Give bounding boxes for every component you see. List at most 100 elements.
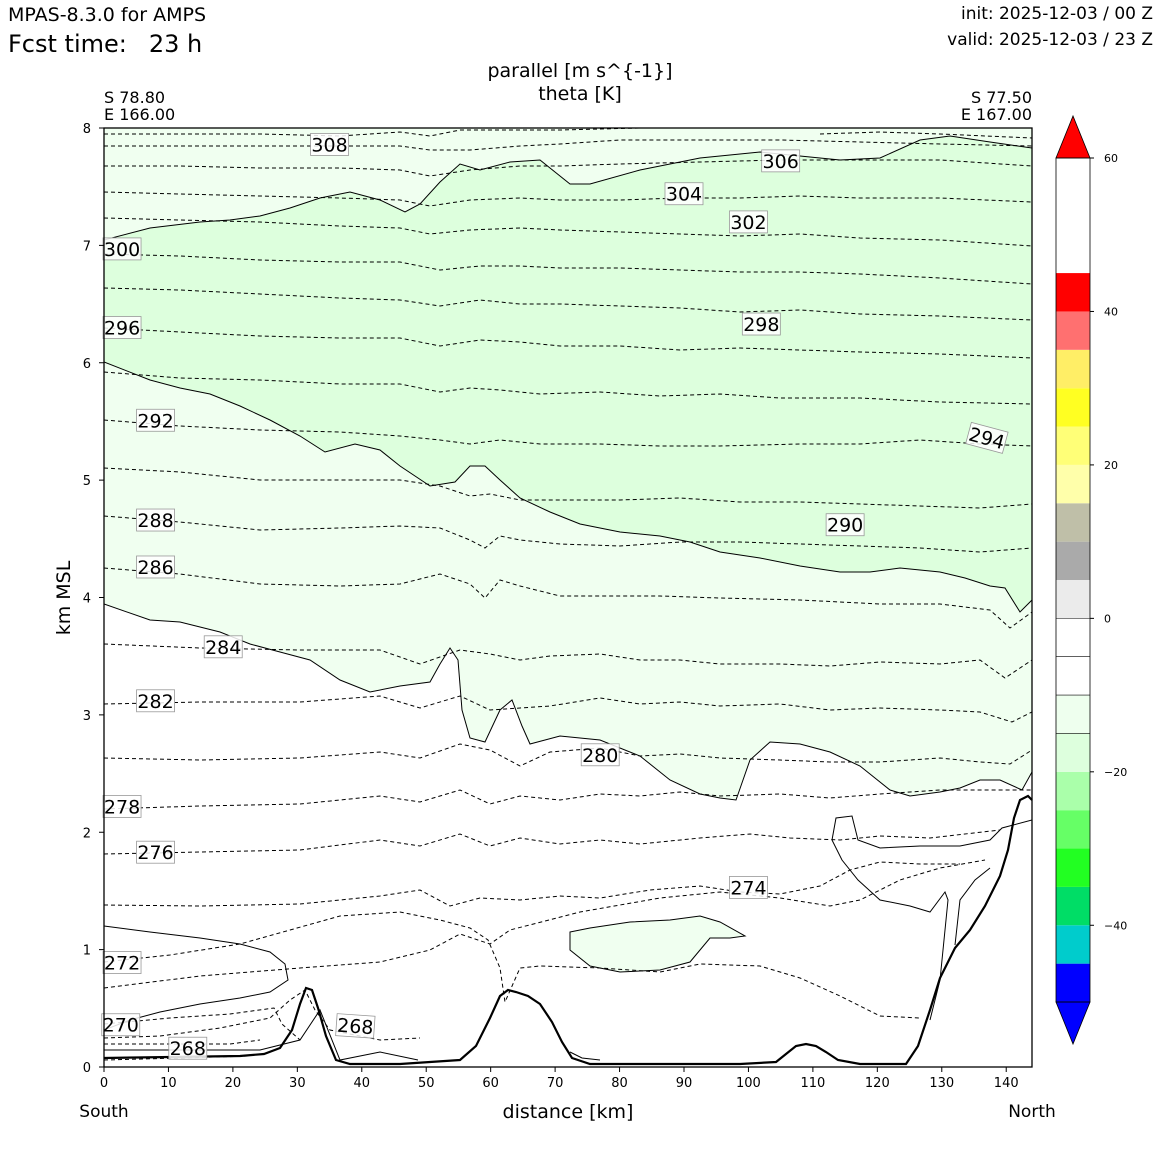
- wind-fill-layer: [104, 128, 1032, 972]
- theta-label-box: [729, 876, 768, 899]
- theta-contour-line: [104, 419, 1032, 447]
- theta-label-text: 268: [170, 1038, 206, 1060]
- x-tick-label: 10: [160, 1076, 177, 1091]
- y-tick-label: 3: [83, 709, 91, 724]
- theta-label-text: 286: [137, 557, 173, 579]
- y-tick-label: 5: [83, 474, 91, 489]
- theta-label-box: [101, 1013, 141, 1037]
- theta-contour-line: [104, 1007, 301, 1041]
- theta-label-268: 268: [168, 1036, 208, 1060]
- theta-label-304: 304: [664, 182, 704, 206]
- wind-contour-line: [831, 815, 1032, 849]
- wind-contour-line: [569, 1051, 601, 1061]
- theta-contour-line: [104, 159, 1032, 177]
- colorbar-tick-label: 60: [1104, 152, 1118, 165]
- theta-label-300: 300: [102, 237, 142, 261]
- y-tick-label: 2: [83, 826, 91, 841]
- theta-label-274: 274: [729, 876, 768, 899]
- theta-label-box: [761, 149, 801, 173]
- x-axis-label: distance [km]: [503, 1101, 634, 1123]
- theta-label-box: [729, 210, 768, 234]
- wind-fill-blob: [570, 916, 745, 972]
- theta-label-text: 274: [730, 877, 766, 899]
- end-latitude: S 77.50: [970, 88, 1032, 107]
- colorbar-box: [1056, 733, 1090, 772]
- colorbar-frame: [1055, 157, 1091, 1003]
- theta-label-box: [102, 795, 142, 818]
- theta-contour-line: [104, 253, 1032, 285]
- x-tick-label: 50: [418, 1076, 435, 1091]
- chart-title: parallel [m s^{-1}]: [487, 60, 673, 82]
- theta-label-text: 296: [104, 318, 140, 340]
- colorbar-box: [1056, 311, 1090, 350]
- y-tick-label: 1: [83, 944, 91, 959]
- x-tick-label: 70: [547, 1076, 564, 1091]
- theta-label-276: 276: [136, 840, 175, 864]
- theta-contour-line: [104, 989, 421, 1041]
- colorbar-box: [1056, 925, 1090, 964]
- colorbar-box: [1056, 426, 1090, 465]
- x-tick-label: 110: [800, 1076, 825, 1091]
- theta-contour-line: [104, 861, 960, 907]
- forecast-time-label: Fcst time:: [8, 30, 127, 58]
- theta-label-270: 270: [101, 1013, 141, 1037]
- theta-label-box: [203, 635, 243, 659]
- theta-contour-line: [104, 1039, 261, 1045]
- theta-label-text: 276: [137, 842, 173, 864]
- colorbar-box: [1056, 388, 1090, 427]
- forecast-time-value: 23 h: [148, 30, 203, 58]
- colorbar: 60 40 20 0 −20 −40: [1055, 114, 1127, 1046]
- theta-label-box: [136, 689, 175, 713]
- theta-contour-line: [104, 911, 921, 1019]
- theta-label-text: 290: [827, 515, 863, 537]
- theta-label-286: 286: [136, 555, 175, 579]
- x-tick-label: 130: [929, 1076, 954, 1091]
- y-tick-label: 4: [83, 592, 91, 607]
- theta-label-box: [136, 408, 175, 432]
- wind-contour-line: [104, 1008, 419, 1061]
- colorbar-ticks: 60 40 20 0 −20 −40: [1090, 152, 1127, 932]
- x-axis-ticks: 0 10 20 30 40 50 60 70 80 90 100 110 120 130 140: [100, 1067, 1019, 1091]
- x-tick-label: 90: [676, 1076, 693, 1091]
- theta-label-text: 288: [137, 510, 173, 532]
- theta-label-278: 278: [102, 795, 142, 818]
- colorbar-tick-label: 0: [1104, 612, 1111, 625]
- theta-contour-line: [104, 859, 986, 989]
- theta-label-text: 284: [205, 637, 241, 659]
- theta-contour-line: [104, 743, 1032, 767]
- theta-label-text: 302: [730, 212, 766, 234]
- y-tick-label: 8: [83, 122, 91, 137]
- theta-contour-lines: [104, 128, 1032, 1061]
- theta-label-text: 272: [104, 953, 140, 975]
- x-end-label: North: [1008, 1102, 1056, 1122]
- theta-label-box: [580, 743, 620, 767]
- colorbar-box: [1056, 503, 1090, 542]
- theta-label-288: 288: [136, 508, 175, 532]
- theta-contour-line: [104, 191, 1032, 207]
- theta-label-text: 298: [743, 314, 779, 336]
- theta-label-text: 270: [103, 1015, 139, 1037]
- theta-label-298: 298: [741, 312, 781, 336]
- colorbar-box: [1056, 848, 1090, 887]
- theta-contour-line: [104, 287, 1032, 321]
- theta-label-box: [664, 182, 704, 206]
- x-tick-label: 80: [611, 1076, 628, 1091]
- theta-label-box: [965, 421, 1009, 454]
- theta-label-box: [741, 312, 781, 336]
- terrain-outline: [103, 794, 1033, 1066]
- wind-contour-line: [104, 925, 289, 1031]
- theta-contour-line: [104, 643, 1032, 679]
- theta-contour-line: [104, 217, 1032, 247]
- theta-label-text: 280: [582, 745, 618, 767]
- theta-label-290: 290: [825, 513, 865, 537]
- colorbar-box: [1056, 541, 1090, 580]
- model-title: MPAS-8.3.0 for AMPS: [8, 4, 207, 26]
- theta-label-text: 292: [137, 410, 173, 432]
- x-tick-label: 40: [354, 1076, 371, 1091]
- theta-contour-line: [819, 131, 1032, 139]
- theta-label-text: 282: [137, 691, 173, 713]
- theta-label-box: [136, 508, 175, 532]
- chart-subtitle: theta [K]: [538, 83, 622, 105]
- colorbar-box: [1056, 810, 1090, 849]
- y-axis-label: km MSL: [53, 560, 75, 635]
